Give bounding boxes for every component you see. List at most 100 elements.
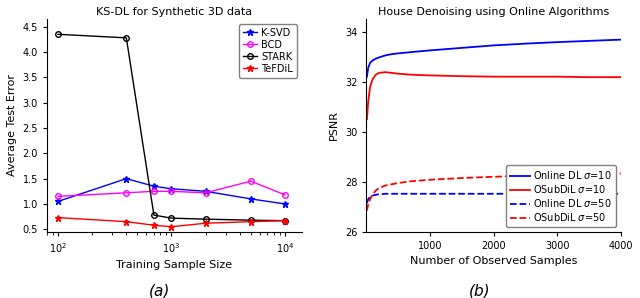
Online DL $\sigma$=50: [585, 192, 593, 195]
OSubDiL $\sigma$=10: [522, 75, 529, 78]
K-SVD: [281, 202, 289, 206]
K-SVD: [150, 184, 157, 188]
OSubDiL $\sigma$=50: [372, 189, 380, 192]
OSubDiL $\sigma$=10: [388, 71, 396, 75]
Online DL $\sigma$=10: [369, 59, 376, 62]
OSubDiL $\sigma$=10: [375, 71, 383, 75]
TeFDiL: [202, 221, 209, 225]
K-SVD: [202, 190, 209, 193]
Online DL $\sigma$=50: [381, 192, 389, 195]
Online DL $\sigma$=10: [585, 39, 593, 43]
Online DL $\sigma$=10: [426, 49, 434, 52]
Online DL $\sigma$=10: [366, 61, 374, 65]
K-SVD: [168, 187, 175, 190]
OSubDiL $\sigma$=50: [458, 176, 465, 180]
X-axis label: Number of Observed Samples: Number of Observed Samples: [410, 256, 577, 266]
Online DL $\sigma$=10: [364, 66, 372, 70]
Title: House Denoising using Online Algorithms: House Denoising using Online Algorithms: [378, 7, 609, 17]
X-axis label: Training Sample Size: Training Sample Size: [116, 260, 232, 270]
Online DL $\sigma$=50: [394, 192, 402, 195]
OSubDiL $\sigma$=10: [364, 100, 372, 103]
STARK: [150, 213, 157, 217]
TeFDiL: [281, 219, 289, 223]
OSubDiL $\sigma$=10: [394, 72, 402, 75]
Y-axis label: PSNR: PSNR: [330, 111, 339, 140]
Online DL $\sigma$=50: [369, 194, 376, 197]
OSubDiL $\sigma$=10: [407, 73, 415, 77]
STARK: [202, 217, 209, 221]
OSubDiL $\sigma$=10: [426, 74, 434, 77]
OSubDiL $\sigma$=50: [366, 198, 374, 201]
Online DL $\sigma$=50: [617, 192, 625, 195]
Line: OSubDiL $\sigma$=50: OSubDiL $\sigma$=50: [367, 173, 621, 211]
Line: STARK: STARK: [55, 32, 288, 224]
OSubDiL $\sigma$=10: [458, 74, 465, 78]
Title: KS-DL for Synthetic 3D data: KS-DL for Synthetic 3D data: [96, 7, 252, 17]
Online DL $\sigma$=10: [388, 52, 396, 56]
Text: (a): (a): [149, 283, 171, 298]
STARK: [54, 32, 62, 36]
Online DL $\sigma$=50: [490, 192, 497, 195]
OSubDiL $\sigma$=10: [381, 70, 389, 74]
OSubDiL $\sigma$=50: [375, 186, 383, 190]
Online DL $\sigma$=10: [407, 50, 415, 54]
Online DL $\sigma$=50: [372, 193, 380, 197]
OSubDiL $\sigma$=50: [617, 172, 625, 175]
Legend: Online DL $\sigma$=10, OSubDiL $\sigma$=10, Online DL $\sigma$=50, OSubDiL $\sig: Online DL $\sigma$=10, OSubDiL $\sigma$=…: [506, 165, 616, 227]
Online DL $\sigma$=10: [394, 52, 402, 55]
OSubDiL $\sigma$=50: [407, 179, 415, 183]
Y-axis label: Average Test Error: Average Test Error: [7, 74, 17, 176]
K-SVD: [247, 197, 255, 201]
TeFDiL: [122, 220, 130, 224]
Online DL $\sigma$=10: [458, 46, 465, 50]
OSubDiL $\sigma$=50: [369, 193, 376, 196]
OSubDiL $\sigma$=10: [617, 75, 625, 79]
OSubDiL $\sigma$=10: [554, 75, 561, 78]
OSubDiL $\sigma$=50: [364, 203, 372, 206]
K-SVD: [54, 200, 62, 203]
TeFDiL: [168, 225, 175, 229]
Online DL $\sigma$=10: [381, 54, 389, 57]
Online DL $\sigma$=50: [363, 201, 371, 205]
BCD: [281, 193, 289, 197]
OSubDiL $\sigma$=50: [381, 184, 389, 187]
Line: TeFDiL: TeFDiL: [54, 214, 289, 230]
Online DL $\sigma$=10: [617, 38, 625, 41]
Online DL $\sigma$=50: [522, 192, 529, 195]
Online DL $\sigma$=50: [366, 195, 374, 198]
Online DL $\sigma$=50: [364, 198, 372, 201]
Text: (b): (b): [469, 283, 491, 298]
Online DL $\sigma$=10: [554, 40, 561, 44]
Line: Online DL $\sigma$=10: Online DL $\sigma$=10: [367, 40, 621, 77]
OSubDiL $\sigma$=10: [490, 75, 497, 78]
OSubDiL $\sigma$=50: [585, 173, 593, 176]
STARK: [122, 36, 130, 40]
Line: Online DL $\sigma$=50: Online DL $\sigma$=50: [367, 194, 621, 203]
OSubDiL $\sigma$=50: [426, 178, 434, 181]
TeFDiL: [247, 220, 255, 224]
OSubDiL $\sigma$=10: [366, 85, 374, 89]
OSubDiL $\sigma$=50: [363, 209, 371, 212]
K-SVD: [122, 177, 130, 180]
BCD: [168, 190, 175, 193]
Online DL $\sigma$=50: [554, 192, 561, 195]
Online DL $\sigma$=10: [372, 57, 380, 60]
TeFDiL: [150, 224, 157, 227]
OSubDiL $\sigma$=50: [490, 175, 497, 179]
BCD: [122, 191, 130, 195]
Online DL $\sigma$=10: [375, 56, 383, 59]
Line: K-SVD: K-SVD: [54, 175, 289, 207]
OSubDiL $\sigma$=10: [372, 73, 380, 77]
Online DL $\sigma$=50: [458, 192, 465, 195]
Online DL $\sigma$=10: [363, 75, 371, 78]
OSubDiL $\sigma$=10: [585, 75, 593, 79]
OSubDiL $\sigma$=50: [522, 174, 529, 178]
Legend: K-SVD, BCD, STARK, TeFDiL: K-SVD, BCD, STARK, TeFDiL: [239, 24, 297, 77]
Online DL $\sigma$=10: [522, 42, 529, 45]
Online DL $\sigma$=50: [426, 192, 434, 195]
Line: OSubDiL $\sigma$=10: OSubDiL $\sigma$=10: [367, 72, 621, 119]
STARK: [168, 216, 175, 220]
TeFDiL: [54, 216, 62, 219]
STARK: [281, 219, 289, 223]
BCD: [150, 190, 157, 193]
